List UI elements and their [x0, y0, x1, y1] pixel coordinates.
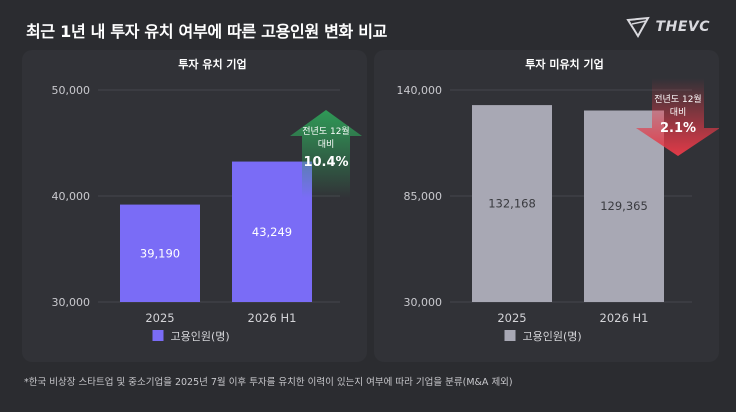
- bar: [472, 105, 552, 303]
- annotation-text: 대비: [670, 107, 687, 118]
- chart-svg: 투자 유치 기업 30,000 40,000 50,000 39,190 2025 43,2…: [52, 57, 362, 343]
- y-tick-label: 40,000: [52, 190, 91, 203]
- data-label: 132,168: [488, 197, 536, 211]
- data-label: 129,365: [600, 199, 648, 213]
- chart-svg: 투자 미유치 기업 30,000 85,000 140,000 132,168 2025 1…: [397, 57, 719, 343]
- x-tick-label: 2026 H1: [248, 311, 297, 325]
- bar: [120, 204, 200, 302]
- data-label: 39,190: [140, 246, 180, 260]
- footnote: *한국 비상장 스타트업 및 중소기업을 2025년 7월 이후 투자를 유치한…: [24, 377, 513, 388]
- logo-text: THEVC: [655, 19, 710, 35]
- y-tick-label: 140,000: [397, 84, 443, 97]
- chart-title: 투자 미유치 기업: [525, 57, 604, 71]
- annotation-text: 전년도 12월: [654, 93, 701, 105]
- y-tick-label: 85,000: [404, 190, 443, 203]
- funded-chart-panel: 투자 유치 기업 30,000 40,000 50,000 39,190 2025 43,2…: [22, 50, 367, 362]
- page-title: 최근 1년 내 투자 유치 여부에 따른 고용인원 변화 비교: [26, 22, 388, 41]
- arrow-shape: [290, 110, 362, 198]
- annotation-text: 대비: [318, 139, 335, 150]
- chart-title: 투자 유치 기업: [178, 57, 246, 71]
- bar: [584, 110, 664, 302]
- data-label: 43,249: [252, 225, 292, 239]
- legend-label: 고용인원(명): [171, 330, 230, 343]
- thevc-logo: THEVC: [625, 16, 710, 38]
- annotation-text: 전년도 12월: [302, 125, 349, 137]
- y-tick-label: 50,000: [52, 84, 91, 97]
- logo-mark-icon: [625, 16, 650, 38]
- x-tick-label: 2026 H1: [600, 311, 649, 325]
- arrow-shape: [636, 78, 719, 156]
- x-tick-label: 2025: [497, 311, 526, 325]
- bar: [232, 161, 312, 302]
- annotation-value: 2.1%: [660, 121, 696, 136]
- y-tick-label: 30,000: [52, 296, 91, 309]
- y-tick-label: 30,000: [404, 296, 443, 309]
- unfunded-chart-panel: 투자 미유치 기업 30,000 85,000 140,000 132,168 2025 1…: [374, 50, 719, 362]
- annotation-value: 10.4%: [303, 155, 348, 170]
- legend-swatch: [152, 330, 164, 341]
- x-tick-label: 2025: [145, 311, 174, 325]
- legend-swatch: [504, 330, 516, 341]
- legend-label: 고용인원(명): [523, 330, 582, 343]
